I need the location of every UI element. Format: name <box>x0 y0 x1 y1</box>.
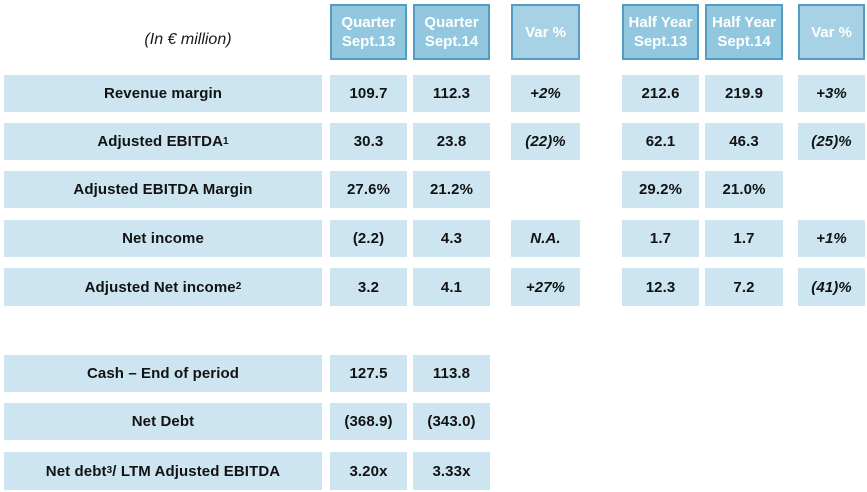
row-label-net-debt-ltm-adjusted-ebitda: Net debt 3 / LTM Adjusted EBITDA <box>4 452 322 490</box>
cell-net-debt-ltm-ratio-q13: 3.20x <box>330 452 407 490</box>
cell-adjusted-ebitda-h13: 62.1 <box>622 123 699 160</box>
cell-revenue-margin-h13: 212.6 <box>622 75 699 112</box>
cell-adjusted-ebitda-margin-q14: 21.2% <box>413 171 490 208</box>
header-line1: Quarter <box>424 14 479 31</box>
label-text: Cash – End of period <box>86 365 239 382</box>
row-label-adjusted-net-income: Adjusted Net income 2 <box>4 268 322 306</box>
header-line1: Quarter <box>341 14 396 31</box>
cell-adjusted-net-income-var-h: (41)% <box>798 268 865 306</box>
column-header-var-quarter: Var % <box>511 4 580 60</box>
row-label-net-debt: Net Debt <box>4 403 322 440</box>
unit-label: (In € million) <box>144 31 232 48</box>
label-text: Net income <box>122 230 204 247</box>
cell-adjusted-net-income-var-q: +27% <box>511 268 580 306</box>
cell-adjusted-ebitda-q13: 30.3 <box>330 123 407 160</box>
header-line2: Sept.14 <box>424 33 479 50</box>
cell-net-debt-ltm-ratio-q14: 3.33x <box>413 452 490 490</box>
label-text: Adjusted EBITDA Margin <box>73 181 253 198</box>
row-label-adjusted-ebitda-margin: Adjusted EBITDA Margin <box>4 171 322 208</box>
cell-adjusted-ebitda-var-h: (25)% <box>798 123 865 160</box>
cell-adjusted-ebitda-margin-h13: 29.2% <box>622 171 699 208</box>
header-line1: Var % <box>525 23 566 41</box>
cell-adjusted-ebitda-var-q: (22)% <box>511 123 580 160</box>
column-header-quarter-sept14: Quarter Sept.14 <box>413 4 490 60</box>
cell-net-income-h14: 1.7 <box>705 220 783 257</box>
label-text: Net debt <box>45 462 107 480</box>
cell-adjusted-net-income-h14: 7.2 <box>705 268 783 306</box>
cell-adjusted-ebitda-h14: 46.3 <box>705 123 783 160</box>
column-header-var-halfyear: Var % <box>798 4 865 60</box>
cell-revenue-margin-q13: 109.7 <box>330 75 407 112</box>
header-line2: Sept.14 <box>717 33 771 50</box>
cell-net-income-q14: 4.3 <box>413 220 490 257</box>
cell-net-debt-q13: (368.9) <box>330 403 407 440</box>
cell-adjusted-ebitda-q14: 23.8 <box>413 123 490 160</box>
label-text: Adjusted Net income <box>84 278 236 296</box>
column-header-halfyear-sept13: Half Year Sept.13 <box>622 4 699 60</box>
cell-revenue-margin-h14: 219.9 <box>705 75 783 112</box>
cell-adjusted-ebitda-margin-h14: 21.0% <box>705 171 783 208</box>
column-header-quarter-sept13: Quarter Sept.13 <box>330 4 407 60</box>
label-text: Adjusted EBITDA <box>97 133 223 150</box>
header-line2: Sept.13 <box>341 33 396 50</box>
row-label-net-income: Net income <box>4 220 322 257</box>
label-suffix: / LTM Adjusted EBITDA <box>112 462 281 480</box>
column-header-halfyear-sept14: Half Year Sept.14 <box>705 4 783 60</box>
cell-revenue-margin-var-h: +3% <box>798 75 865 112</box>
row-label-cash-end-of-period: Cash – End of period <box>4 355 322 392</box>
cell-net-income-q13: (2.2) <box>330 220 407 257</box>
cell-net-income-var-h: +1% <box>798 220 865 257</box>
cell-net-debt-q14: (343.0) <box>413 403 490 440</box>
cell-cash-end-of-period-q13: 127.5 <box>330 355 407 392</box>
cell-net-income-h13: 1.7 <box>622 220 699 257</box>
header-line2: Sept.13 <box>633 33 688 50</box>
label-text: Net Debt <box>131 413 195 430</box>
cell-adjusted-net-income-q13: 3.2 <box>330 268 407 306</box>
header-line1: Half Year <box>712 14 776 31</box>
header-line1: Half Year <box>628 14 693 31</box>
cell-adjusted-net-income-h13: 12.3 <box>622 268 699 306</box>
header-line1: Var % <box>811 23 852 41</box>
row-label-adjusted-ebitda: Adjusted EBITDA 1 <box>4 123 322 160</box>
cell-adjusted-ebitda-margin-q13: 27.6% <box>330 171 407 208</box>
cell-revenue-margin-q14: 112.3 <box>413 75 490 112</box>
row-label-revenue-margin: Revenue margin <box>4 75 322 112</box>
label-text: Revenue margin <box>103 85 223 102</box>
cell-revenue-margin-var-q: +2% <box>511 75 580 112</box>
cell-adjusted-net-income-q14: 4.1 <box>413 268 490 306</box>
cell-net-income-var-q: N.A. <box>511 220 580 257</box>
cell-cash-end-of-period-q14: 113.8 <box>413 355 490 392</box>
